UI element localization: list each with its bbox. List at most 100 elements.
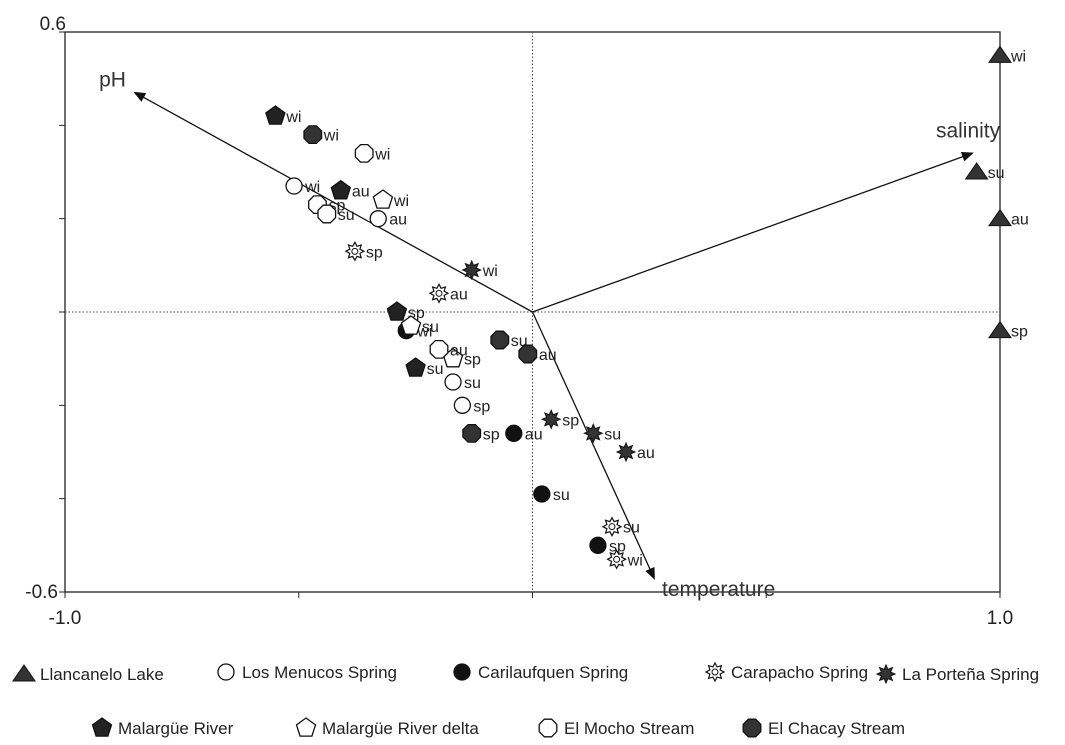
y-tick-label: 0.6 [40,14,66,35]
data-point-label: wi [1010,48,1026,65]
data-point-label: wi [374,146,390,163]
legend-marker [875,663,897,685]
data-point-label: su [427,361,444,378]
y-tick-label: -0.6 [25,582,58,603]
vector-temperature-arrow [531,311,655,580]
vector-arrows: pH salinity temperature [99,69,1001,601]
data-point [405,357,426,377]
series-carilaufquen-spring: wi au su sp [397,322,626,555]
legend-marker [704,661,726,683]
legend-marker [91,717,113,737]
legend-label: El Mocho Stream [564,719,694,738]
data-point-label: wi [304,179,320,196]
legend-marker [538,718,558,738]
data-point-label: au [1011,212,1029,229]
data-point [344,241,366,262]
data-point [461,259,482,281]
legend-label: Malargüe River [118,719,234,738]
legend-marker [295,717,317,737]
data-point [490,330,510,350]
axis-ticks: -1.0 1.0 0.6 -0.6 [25,14,1013,629]
data-point [988,45,1012,63]
data-point [462,423,482,443]
data-point [372,189,394,209]
data-point [303,125,323,145]
data-point-label: wi [627,552,643,569]
data-point [606,549,627,570]
legend-label: Carilaufquen Spring [478,663,628,682]
data-point-label: su [623,520,640,537]
data-points: wisuauspwiaususpwiaususpspausuwiwispsuau… [265,45,1029,570]
legend-label: Llancanelo Lake [40,665,164,684]
data-point-label: su [338,207,355,224]
data-point [354,143,374,163]
series-llancanelo-lake: wi su au sp [964,45,1029,341]
legend-label: Carapacho Spring [731,663,868,682]
data-point-label: sp [609,538,626,555]
data-point [615,441,637,463]
data-point-label: wi [285,109,301,126]
data-point [265,105,286,125]
data-point-label: su [604,426,621,443]
data-point [589,536,607,554]
data-point [317,204,337,224]
data-point-label: wi [323,128,339,145]
legend-item: Los Menucos Spring [217,663,397,682]
legend-item: Carapacho Spring [704,661,868,683]
data-point [369,210,387,228]
legend-label: Malargüe River delta [322,719,479,738]
legend: Llancanelo Lake Los Menucos Spring Carilau… [12,661,1039,738]
data-point [601,516,623,537]
data-point [518,344,538,364]
data-point-label: au [450,286,468,303]
data-point [540,409,562,430]
data-point-label: wi [482,263,498,280]
data-point-label: sp [483,426,500,443]
legend-item: Llancanelo Lake [12,664,164,684]
legend-label: La Porteña Spring [902,665,1039,684]
data-point-label: su [422,319,439,336]
data-point-label: au [352,184,370,201]
data-point-label: su [464,375,481,392]
data-point [533,485,551,503]
data-point-label: sp [562,412,579,429]
vector-label-salinity: salinity [936,119,1001,142]
data-point-label: sp [473,398,490,415]
data-point [285,177,303,195]
data-point-label: wi [393,193,409,210]
data-point [330,179,352,200]
data-point [583,423,604,444]
vector-label-pH: pH [99,69,126,92]
data-point [400,315,422,335]
data-point [429,339,449,359]
data-point-label: su [553,487,570,504]
data-point-label: sp [1011,324,1028,341]
data-point-label: au [389,212,407,229]
legend-marker [12,664,36,682]
legend-item: El Chacay Stream [742,718,905,738]
data-point [964,162,989,180]
legend-item: La Porteña Spring [875,663,1039,685]
legend-item: Malargüe River delta [295,717,479,738]
data-point-label: sp [464,352,481,369]
data-point-label: wi [416,324,432,341]
legend-marker [453,663,471,681]
data-point-label: su [988,165,1005,182]
data-point-label: au [539,347,557,364]
data-point-label: au [637,445,655,462]
vector-label-temperature: temperature [662,578,775,601]
data-point [988,208,1012,227]
legend-label: Los Menucos Spring [242,663,397,682]
data-point [444,373,462,391]
data-point [453,396,472,414]
x-tick-label: -1.0 [49,608,82,629]
data-point [428,283,450,304]
legend-marker [742,718,762,738]
data-point-label: au [525,426,543,443]
